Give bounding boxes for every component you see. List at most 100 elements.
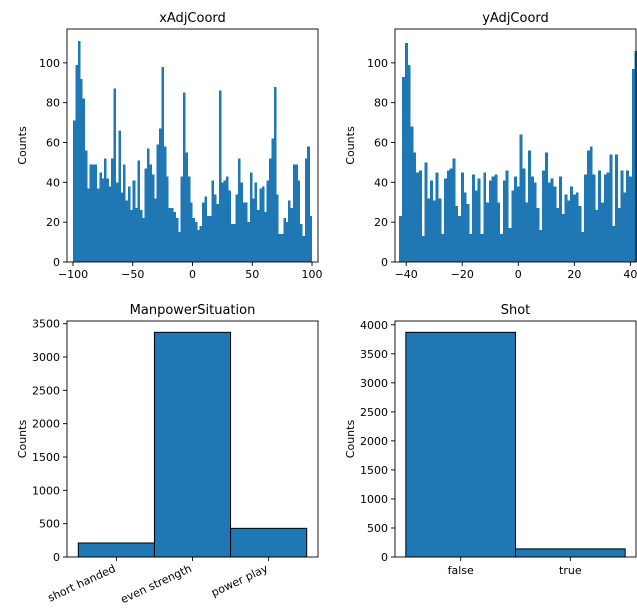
histogram-bar [118,130,121,262]
histogram-bar [82,98,86,262]
histogram-bar [249,172,253,262]
x-tick-label: power play [209,562,270,600]
histogram-bar [460,172,464,262]
histogram-bar [449,168,453,262]
histogram-bar [595,210,599,262]
y-tick-label: 1500 [32,451,60,464]
bar-power-play [230,527,308,558]
histogram-bar [500,234,504,262]
histogram-bar [497,202,501,262]
histogram-bar [626,170,630,262]
histogram-bar [273,86,277,262]
histogram-bar [612,226,616,262]
y-axis-label-xadjcoord: Counts [16,126,29,165]
x-tick-label: 20 [567,268,581,281]
histogram-bar [544,152,548,262]
histogram-bar [455,206,459,262]
histogram-bar [233,224,236,262]
y-tick-label: 3000 [32,351,60,364]
histogram-bar [223,180,227,262]
histogram-bar [257,210,260,262]
histogram-bar [101,178,105,262]
histogram-bar [206,216,210,262]
histogram-bar [156,144,160,262]
histogram-bar [149,164,153,262]
histogram-bar [132,180,136,262]
y-tick-label: 100 [367,57,388,70]
histogram-bar [108,186,112,262]
histogram-bar [514,176,518,262]
histogram-bar [254,182,258,262]
bar-false [405,331,516,558]
y-tick-label: 0 [381,551,388,564]
bar-even-strength [153,331,232,558]
histogram-bar [410,126,414,262]
histogram-bar [92,164,95,262]
histogram-bar [216,204,219,262]
histogram-bar [139,210,143,262]
histogram-bar [474,190,478,262]
histogram-bar [558,176,562,262]
x-axis-shot: false true [448,557,582,577]
histogram-bar [266,180,270,262]
histogram-bar [99,172,102,262]
histogram-bar [486,202,490,262]
histogram-bar [180,176,184,262]
panel-title-manpowersituation: ManpowerSituation [130,303,256,318]
histogram-bar [106,178,109,262]
histogram-bar [617,208,621,262]
y-tick-label: 40 [46,176,60,189]
histogram-bar [170,208,174,262]
histogram-bar [292,164,296,262]
histogram-bar [154,198,157,262]
histogram-bar [228,190,231,262]
histogram-bar [533,182,537,262]
histogram-bar [144,168,148,262]
histogram-bar [75,64,78,262]
histogram-bar [606,172,610,262]
histogram-bar [278,234,282,262]
histogram-bar [307,146,310,262]
histogram-bar [173,212,176,262]
histogram-bar [125,200,129,262]
x-tick-label: −20 [451,268,474,281]
histogram-bar [245,202,248,262]
histogram-bar [276,194,279,262]
histogram-bar [575,192,579,262]
y-axis-manpowersituation: 0 500 1000 1500 2000 2500 3000 3500 [32,318,67,564]
histogram-bar [264,212,267,262]
histogram-bar [483,172,487,262]
y-tick-label: 40 [374,176,388,189]
y-tick-label: 3000 [360,377,388,390]
histogram-bar [472,174,476,262]
panel-title-shot: Shot [501,303,531,318]
histogram-bar [302,236,306,262]
histogram-bar [285,222,289,262]
histogram-bar [175,218,179,262]
histogram-bar [572,194,576,262]
histogram-bar [218,90,222,262]
histogram-bar [89,164,93,262]
histogram-bar [197,230,200,262]
histogram-bar [237,158,241,262]
y-tick-label: 1000 [32,484,60,497]
histogram-bar [488,180,492,262]
bars-manpowersituation [77,331,308,558]
histogram-bar [94,164,98,262]
histogram-bar [168,208,172,262]
bars-xadjcoord [72,40,313,263]
histogram-bar [446,170,450,262]
y-tick-label: 100 [39,57,60,70]
panel-title-xadjcoord: xAdjCoord [159,11,226,26]
histogram-bar [192,218,196,262]
histogram-bar [421,236,425,262]
histogram-bar [589,146,593,262]
histogram-bar [592,174,596,262]
panel-manpowersituation: ManpowerSituation Counts 0 500 1000 1500 200… [16,303,319,606]
y-tick-label: 2000 [360,435,388,448]
histogram-bar [553,186,557,262]
bars-yadjcoord [399,42,637,263]
histogram-bar [300,224,303,262]
axes-frame-yadjcoord [394,28,637,263]
